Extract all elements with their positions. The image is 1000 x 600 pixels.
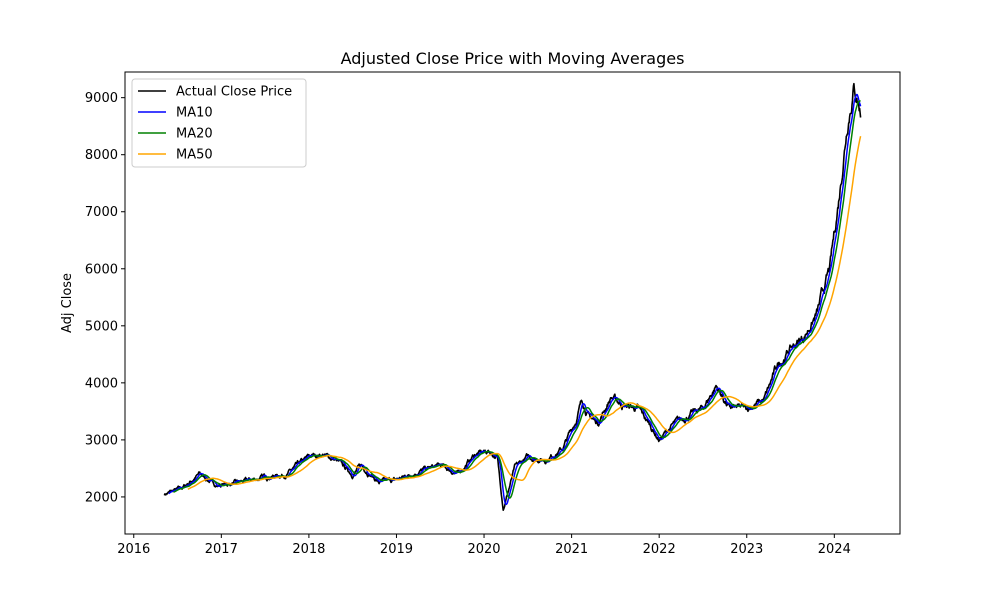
y-tick-label: 2000 bbox=[85, 490, 118, 505]
x-tick-label: 2017 bbox=[205, 542, 238, 557]
x-tick-label: 2018 bbox=[292, 542, 325, 557]
y-tick-label: 3000 bbox=[85, 433, 118, 448]
x-tick-label: 2022 bbox=[643, 542, 676, 557]
chart-title: Adjusted Close Price with Moving Average… bbox=[341, 49, 685, 68]
x-tick-label: 2020 bbox=[467, 542, 500, 557]
y-tick-label: 6000 bbox=[85, 262, 118, 277]
legend-label: MA50 bbox=[176, 148, 213, 163]
x-tick-label: 2019 bbox=[380, 542, 413, 557]
legend: Actual Close Price MA10 MA20 MA50 bbox=[131, 78, 307, 168]
legend-label: Actual Close Price bbox=[176, 85, 292, 100]
series-layer bbox=[163, 82, 862, 511]
y-axis-label: Adj Close bbox=[60, 273, 75, 333]
series-line-ma50 bbox=[187, 136, 862, 490]
y-axis-ticks: 2000 3000 4000 5000 6000 7000 8000 9000 bbox=[85, 91, 125, 505]
y-tick-label: 7000 bbox=[85, 205, 118, 220]
x-tick-label: 2023 bbox=[730, 542, 763, 557]
y-tick-label: 8000 bbox=[85, 148, 118, 163]
legend-label: MA20 bbox=[176, 127, 213, 142]
x-tick-label: 2016 bbox=[117, 542, 150, 557]
legend-box bbox=[131, 78, 307, 168]
y-tick-label: 5000 bbox=[85, 319, 118, 334]
legend-label: MA10 bbox=[176, 106, 213, 121]
plot-frame bbox=[124, 71, 901, 535]
x-axis-ticks: 2016 2017 2018 2019 2020 2021 2022 2023 2024 bbox=[117, 534, 851, 557]
y-tick-label: 9000 bbox=[85, 91, 118, 106]
y-tick-label: 4000 bbox=[85, 376, 118, 391]
x-tick-label: 2024 bbox=[818, 542, 851, 557]
x-tick-label: 2021 bbox=[555, 542, 588, 557]
